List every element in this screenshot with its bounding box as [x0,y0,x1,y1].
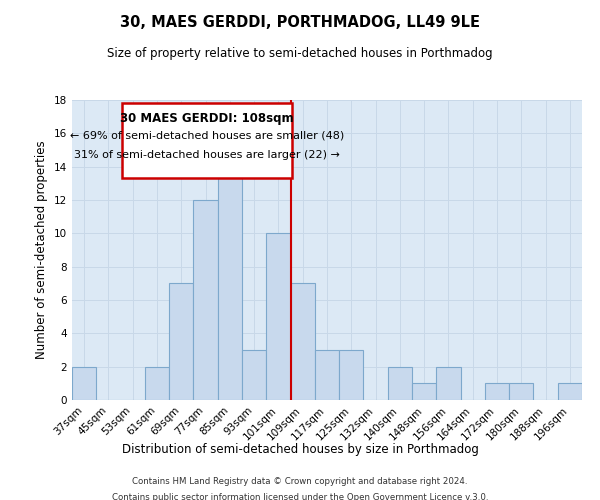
Text: ← 69% of semi-detached houses are smaller (48): ← 69% of semi-detached houses are smalle… [70,131,344,141]
Y-axis label: Number of semi-detached properties: Number of semi-detached properties [35,140,49,360]
Bar [218,150,242,400]
Text: Distribution of semi-detached houses by size in Porthmadog: Distribution of semi-detached houses by … [122,442,478,456]
Bar [509,384,533,400]
Bar [558,384,582,400]
Bar [145,366,169,400]
Text: Contains public sector information licensed under the Open Government Licence v.: Contains public sector information licen… [112,492,488,500]
Text: Contains HM Land Registry data © Crown copyright and database right 2024.: Contains HM Land Registry data © Crown c… [132,478,468,486]
Bar [193,200,218,400]
Bar [266,234,290,400]
Text: 30 MAES GERDDI: 108sqm: 30 MAES GERDDI: 108sqm [120,112,293,124]
Bar [169,284,193,400]
Bar [412,384,436,400]
FancyBboxPatch shape [122,104,292,178]
Bar [339,350,364,400]
Bar [436,366,461,400]
Bar [388,366,412,400]
Bar [485,384,509,400]
Text: Size of property relative to semi-detached houses in Porthmadog: Size of property relative to semi-detach… [107,48,493,60]
Bar [72,366,96,400]
Bar [315,350,339,400]
Bar [242,350,266,400]
Bar [290,284,315,400]
Text: 31% of semi-detached houses are larger (22) →: 31% of semi-detached houses are larger (… [74,150,340,160]
Text: 30, MAES GERDDI, PORTHMADOG, LL49 9LE: 30, MAES GERDDI, PORTHMADOG, LL49 9LE [120,15,480,30]
